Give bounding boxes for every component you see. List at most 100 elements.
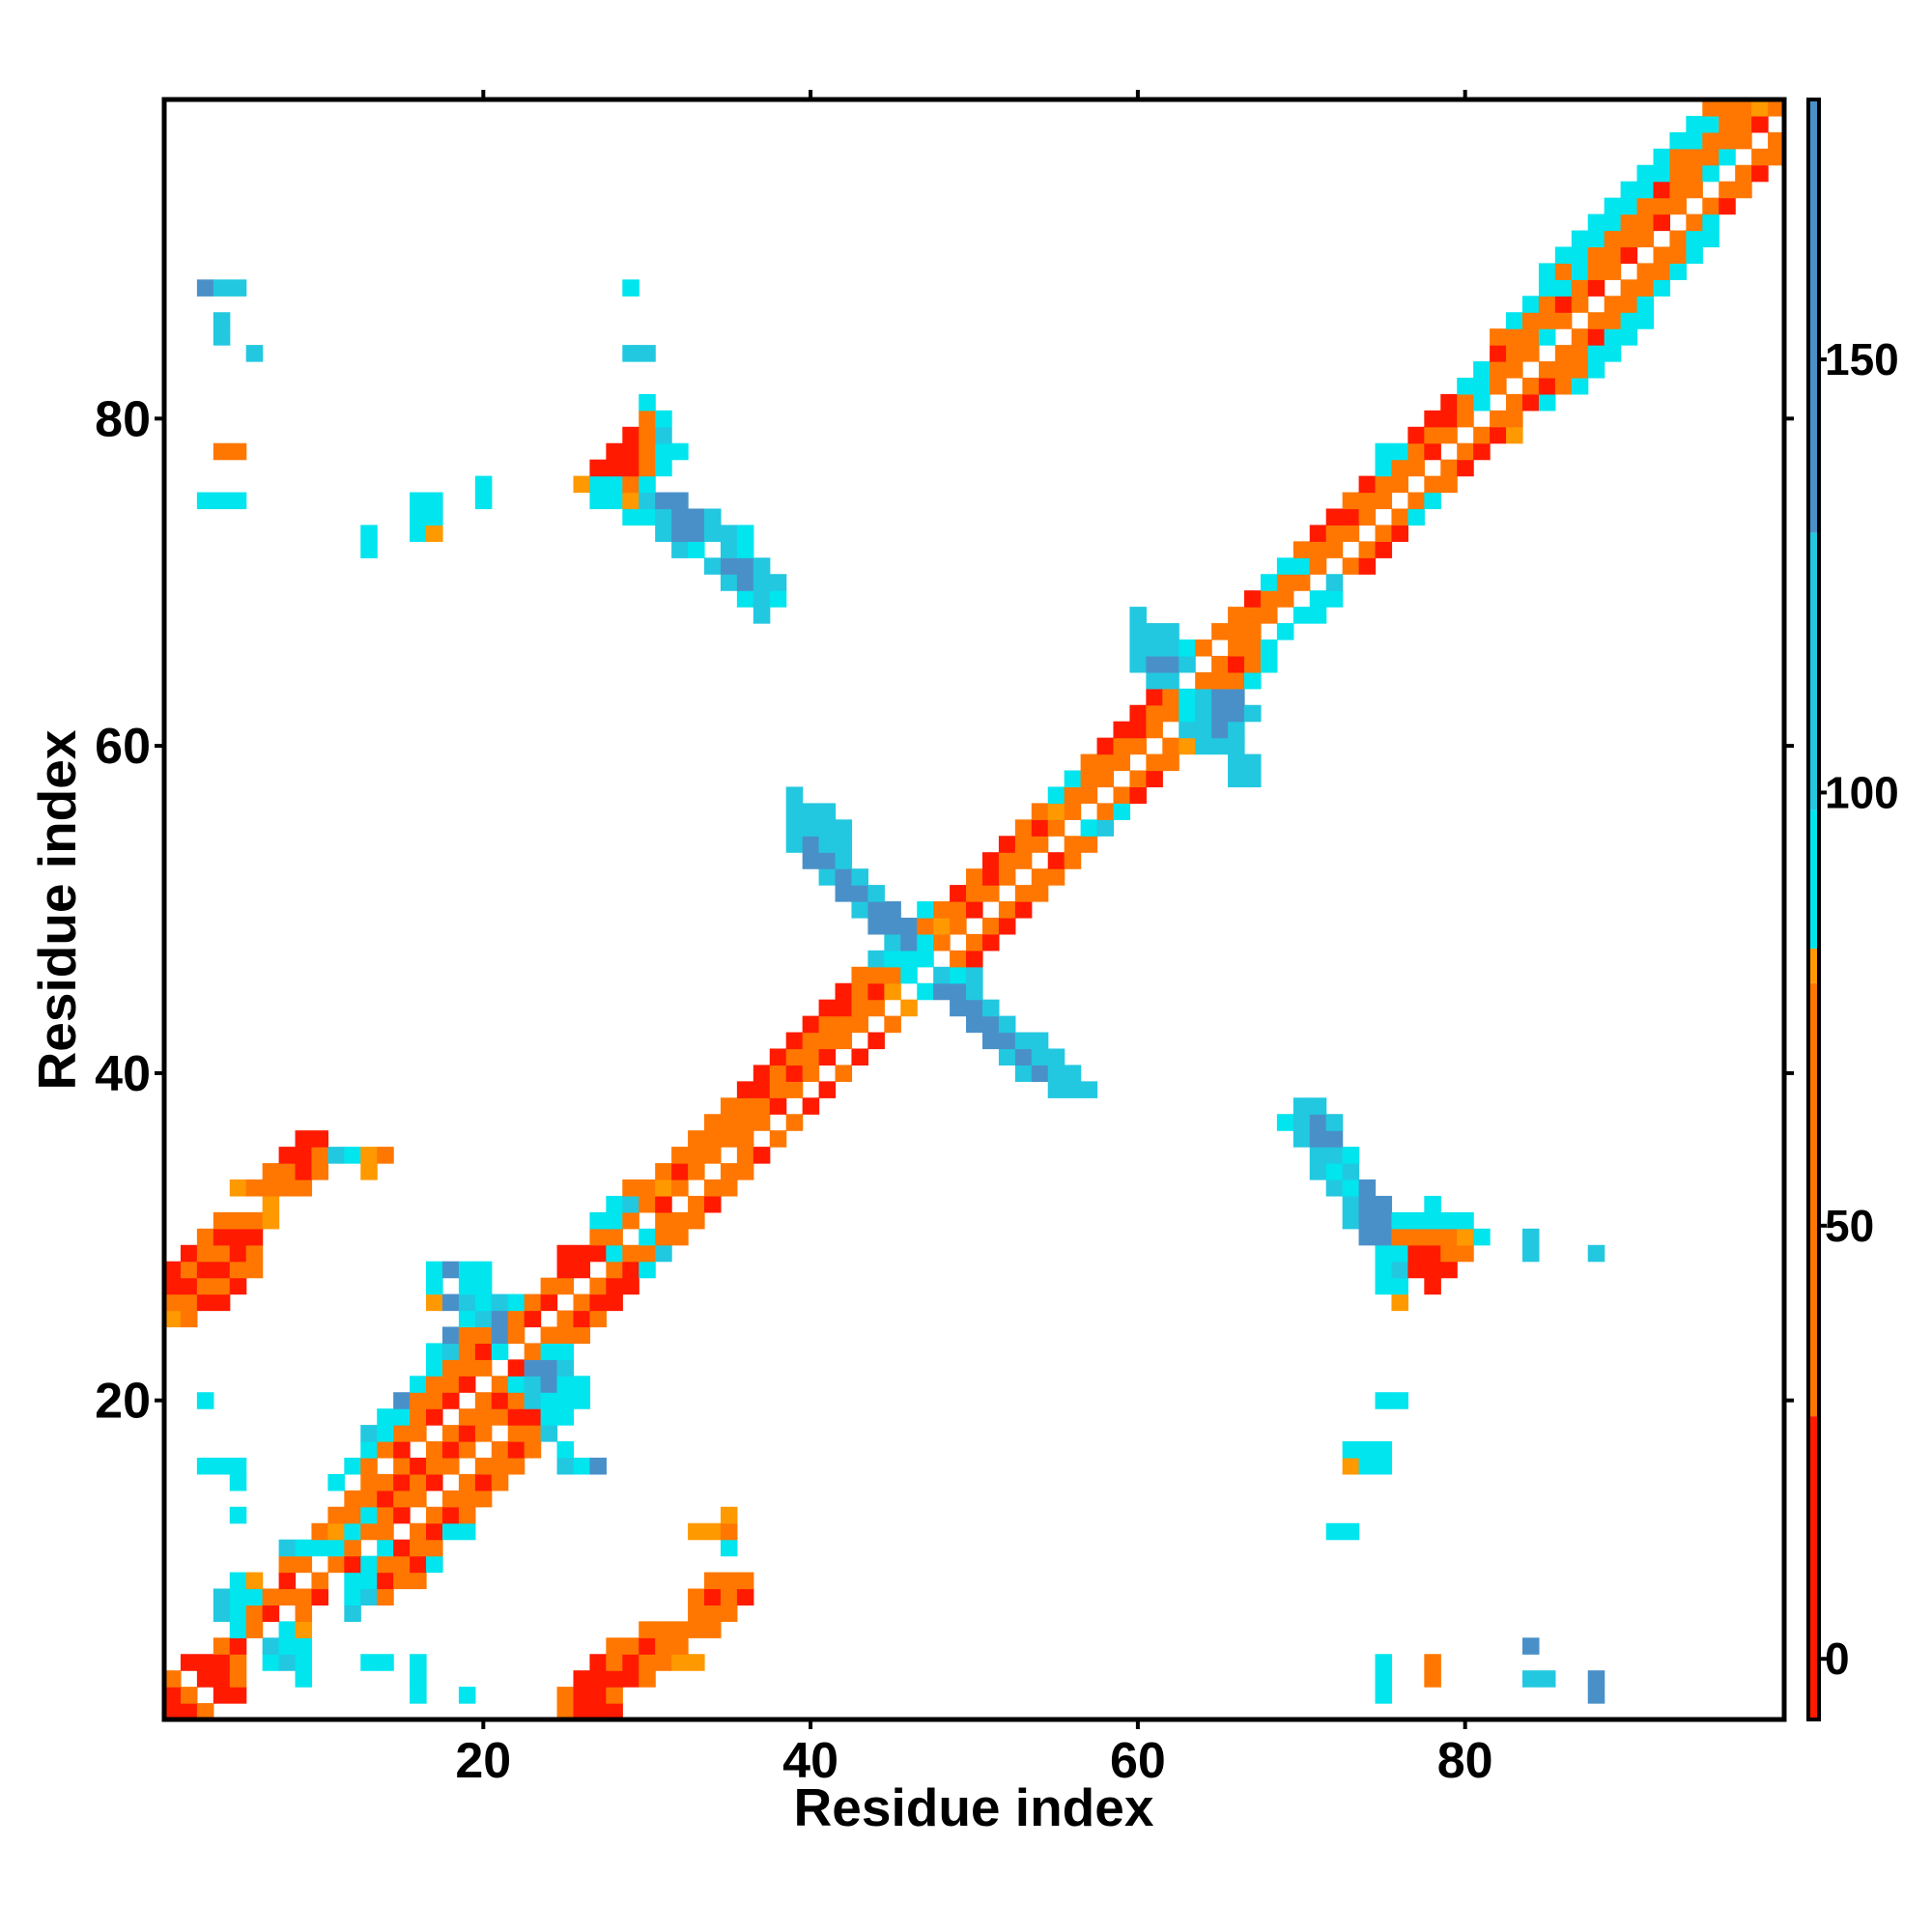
- heatmap-cell: [1407, 1261, 1425, 1279]
- heatmap-cell: [1064, 1065, 1082, 1082]
- heatmap-cell: [589, 1244, 607, 1263]
- heatmap-cell: [196, 1244, 214, 1263]
- heatmap-cell: [1506, 410, 1523, 428]
- heatmap-cell: [639, 1228, 656, 1246]
- heatmap-cell: [966, 1015, 983, 1034]
- heatmap-cell: [426, 1293, 443, 1312]
- heatmap-cell: [377, 1147, 394, 1164]
- heatmap-cell: [835, 1015, 853, 1034]
- heatmap-cell: [1146, 753, 1163, 772]
- heatmap-cell: [573, 1310, 591, 1328]
- heatmap-cell: [933, 901, 951, 919]
- heatmap-cell: [639, 492, 656, 510]
- heatmap-cell: [426, 1555, 443, 1574]
- heatmap-cell: [769, 1130, 787, 1148]
- heatmap-cell: [639, 426, 656, 444]
- heatmap-cell: [491, 1473, 509, 1492]
- heatmap-cell: [589, 459, 607, 477]
- heatmap-cell: [671, 1228, 689, 1246]
- heatmap-cell: [835, 868, 853, 886]
- heatmap-cell: [1604, 263, 1622, 280]
- heatmap-cell: [1293, 557, 1311, 575]
- heatmap-cell: [360, 525, 378, 542]
- heatmap-cell: [1768, 131, 1785, 150]
- heatmap-cell: [655, 1163, 672, 1180]
- heatmap-cell: [606, 1293, 623, 1312]
- heatmap-cell: [639, 1261, 656, 1279]
- heatmap-cell: [344, 1555, 361, 1574]
- heatmap-cell: [1538, 377, 1556, 395]
- heatmap-cell: [441, 1343, 460, 1360]
- heatmap-cell: [835, 819, 853, 837]
- heatmap-cell: [1620, 213, 1638, 232]
- heatmap-cell: [1506, 345, 1523, 362]
- heatmap-cell: [671, 492, 689, 510]
- heatmap-cell: [1490, 361, 1507, 379]
- heatmap-cell: [1702, 197, 1719, 215]
- heatmap-cell: [736, 1097, 754, 1115]
- heatmap-cell: [704, 1179, 722, 1197]
- heatmap-cell: [1571, 263, 1589, 280]
- heatmap-cell: [1653, 197, 1671, 215]
- heatmap-cell: [1179, 721, 1196, 739]
- heatmap-cell: [1457, 393, 1474, 412]
- heatmap-cell: [1702, 164, 1719, 183]
- heatmap-cell: [998, 836, 1016, 853]
- heatmap-cell: [1228, 688, 1245, 706]
- heatmap-cell: [441, 1261, 460, 1279]
- heatmap-cell: [639, 1621, 656, 1638]
- heatmap-cell: [720, 1179, 738, 1197]
- heatmap-cell: [802, 1065, 820, 1082]
- heatmap-cell: [1440, 410, 1458, 428]
- heatmap-cell: [1195, 671, 1212, 690]
- heatmap-cell: [1342, 1195, 1360, 1213]
- heatmap-cell: [410, 1572, 427, 1590]
- heatmap-cell: [622, 1654, 639, 1671]
- heatmap-cell: [802, 852, 820, 869]
- heatmap-cell: [524, 1408, 542, 1426]
- heatmap-cell: [213, 1687, 231, 1704]
- heatmap-cell: [818, 868, 837, 886]
- heatmap-cell: [1538, 263, 1556, 280]
- heatmap-cell: [180, 1277, 198, 1295]
- heatmap-cell: [1587, 213, 1605, 232]
- heatmap-cell: [393, 1408, 411, 1426]
- heatmap-cell: [213, 1637, 231, 1655]
- heatmap-cell: [377, 1425, 394, 1442]
- heatmap-cell: [491, 1310, 509, 1328]
- heatmap-cell: [1440, 1261, 1458, 1279]
- heatmap-cell: [785, 803, 804, 820]
- heatmap-cell: [1424, 1654, 1441, 1671]
- heatmap-cell: [441, 1326, 460, 1344]
- heatmap-cell: [1146, 655, 1163, 673]
- heatmap-cell: [556, 1408, 575, 1426]
- heatmap-cell: [917, 901, 934, 919]
- heatmap-cell: [213, 1457, 231, 1475]
- heatmap-cell: [229, 1572, 247, 1590]
- heatmap-cell: [1375, 1277, 1393, 1295]
- heatmap-cell: [1146, 688, 1163, 706]
- heatmap-cell: [589, 1277, 607, 1295]
- heatmap-cell: [327, 1506, 345, 1524]
- heatmap-cell: [835, 1032, 853, 1050]
- heatmap-cell: [1686, 230, 1703, 248]
- colorbar-tick-label: 150: [1825, 334, 1899, 384]
- heatmap-cell: [1538, 312, 1556, 329]
- heatmap-cell: [639, 410, 656, 428]
- heatmap-cell: [1440, 475, 1458, 494]
- heatmap-cell: [245, 1605, 264, 1622]
- heatmap-cell: [441, 1522, 460, 1541]
- heatmap-cell: [1620, 312, 1638, 329]
- heatmap-cell: [1620, 197, 1638, 215]
- heatmap-cell: [1080, 819, 1098, 837]
- heatmap-cell: [360, 1147, 378, 1164]
- heatmap-cell: [164, 1293, 182, 1312]
- heatmap-cell: [1375, 1211, 1393, 1230]
- heatmap-cell: [573, 1392, 591, 1409]
- heatmap-cell: [196, 1457, 214, 1475]
- heatmap-cell: [998, 917, 1016, 935]
- heatmap-cell: [655, 1654, 672, 1671]
- heatmap-cell: [1375, 1670, 1393, 1688]
- heatmap-cell: [410, 492, 427, 510]
- heatmap-cell: [196, 1277, 214, 1295]
